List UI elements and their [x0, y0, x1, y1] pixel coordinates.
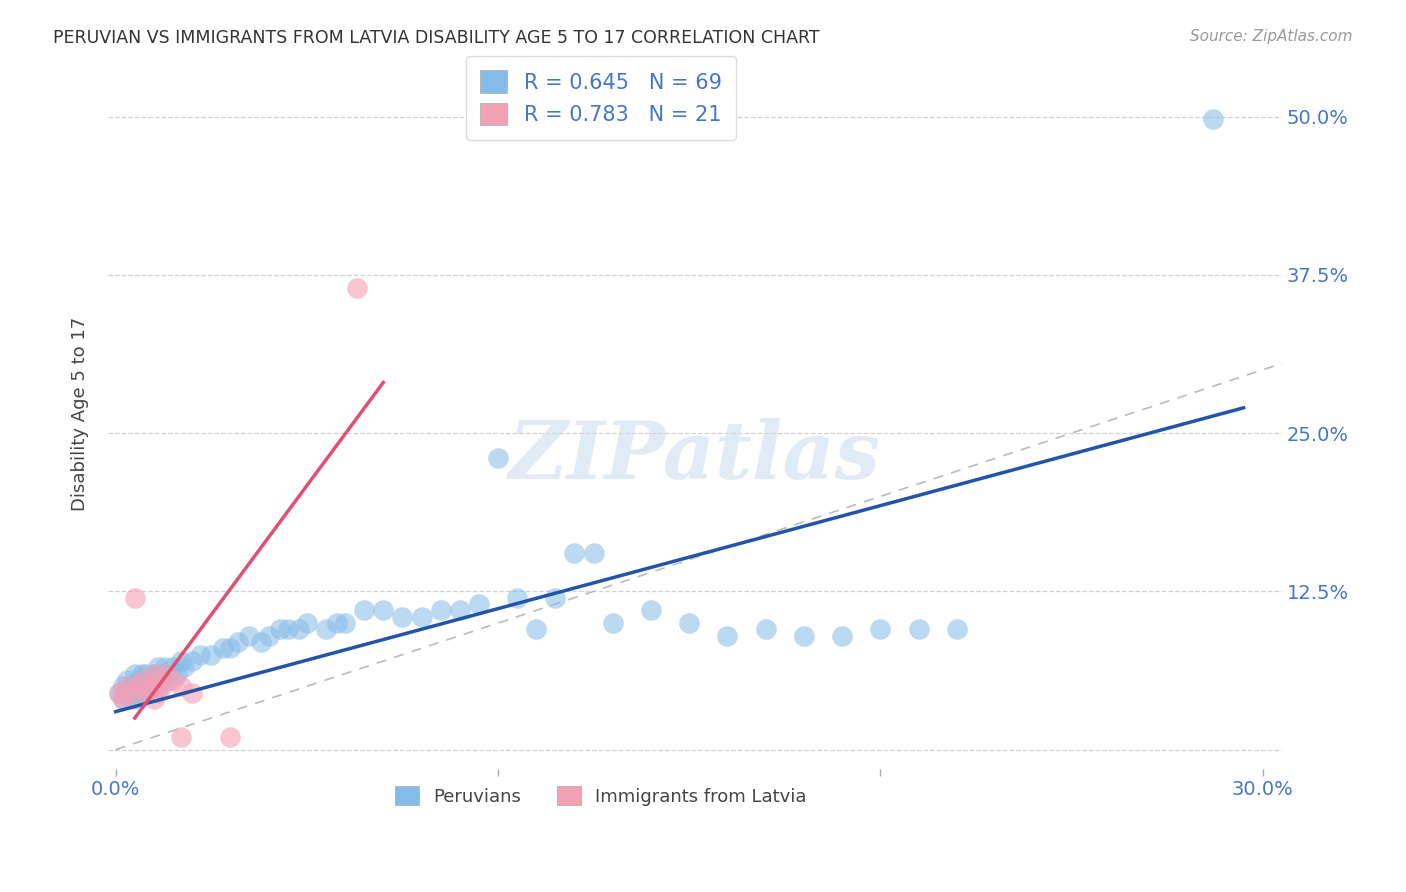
- Point: [142, 692, 165, 706]
- Text: Source: ZipAtlas.com: Source: ZipAtlas.com: [1189, 29, 1353, 44]
- Point: [946, 623, 969, 637]
- Point: [277, 623, 299, 637]
- Point: [1202, 112, 1225, 127]
- Point: [544, 591, 567, 605]
- Point: [468, 597, 491, 611]
- Point: [169, 679, 191, 693]
- Point: [124, 686, 146, 700]
- Point: [115, 673, 138, 687]
- Text: ZIPatlas: ZIPatlas: [509, 418, 882, 495]
- Point: [238, 629, 260, 643]
- Point: [108, 686, 131, 700]
- Point: [506, 591, 529, 605]
- Point: [131, 673, 153, 687]
- Point: [135, 666, 157, 681]
- Point: [449, 603, 471, 617]
- Legend: Peruvians, Immigrants from Latvia: Peruvians, Immigrants from Latvia: [384, 775, 817, 816]
- Point: [288, 623, 311, 637]
- Text: PERUVIAN VS IMMIGRANTS FROM LATVIA DISABILITY AGE 5 TO 17 CORRELATION CHART: PERUVIAN VS IMMIGRANTS FROM LATVIA DISAB…: [53, 29, 820, 46]
- Point: [326, 615, 349, 630]
- Point: [157, 673, 180, 687]
- Point: [391, 609, 413, 624]
- Point: [486, 451, 509, 466]
- Point: [582, 546, 605, 560]
- Point: [146, 673, 169, 687]
- Point: [120, 679, 142, 693]
- Point: [142, 679, 165, 693]
- Point: [135, 679, 157, 693]
- Point: [373, 603, 395, 617]
- Point: [869, 623, 891, 637]
- Point: [429, 603, 451, 617]
- Point: [108, 686, 131, 700]
- Point: [124, 591, 146, 605]
- Point: [150, 666, 173, 681]
- Point: [257, 629, 280, 643]
- Point: [188, 648, 211, 662]
- Point: [120, 692, 142, 706]
- Point: [139, 679, 162, 693]
- Point: [155, 660, 177, 674]
- Point: [173, 660, 195, 674]
- Point: [150, 679, 173, 693]
- Point: [128, 679, 150, 693]
- Point: [115, 686, 138, 700]
- Point: [124, 666, 146, 681]
- Point: [162, 673, 184, 687]
- Point: [112, 692, 135, 706]
- Point: [128, 673, 150, 687]
- Point: [146, 679, 169, 693]
- Point: [181, 686, 204, 700]
- Point: [831, 629, 853, 643]
- Point: [131, 686, 153, 700]
- Point: [716, 629, 738, 643]
- Point: [295, 615, 318, 630]
- Point: [269, 623, 291, 637]
- Point: [166, 666, 188, 681]
- Point: [115, 679, 138, 693]
- Point: [200, 648, 222, 662]
- Point: [333, 615, 356, 630]
- Point: [139, 686, 162, 700]
- Point: [907, 623, 929, 637]
- Point: [211, 641, 233, 656]
- Point: [250, 635, 273, 649]
- Point: [146, 660, 169, 674]
- Point: [150, 673, 173, 687]
- Point: [219, 730, 242, 744]
- Point: [678, 615, 700, 630]
- Point: [181, 654, 204, 668]
- Point: [155, 666, 177, 681]
- Point: [411, 609, 433, 624]
- Point: [142, 666, 165, 681]
- Y-axis label: Disability Age 5 to 17: Disability Age 5 to 17: [72, 317, 89, 511]
- Point: [640, 603, 662, 617]
- Point: [169, 730, 191, 744]
- Point: [128, 692, 150, 706]
- Point: [315, 623, 337, 637]
- Point: [524, 623, 547, 637]
- Point: [120, 686, 142, 700]
- Point: [793, 629, 815, 643]
- Point: [219, 641, 242, 656]
- Point: [142, 666, 165, 681]
- Point: [353, 603, 375, 617]
- Point: [346, 280, 368, 294]
- Point: [564, 546, 586, 560]
- Point: [226, 635, 249, 649]
- Point: [169, 654, 191, 668]
- Point: [135, 686, 157, 700]
- Point: [602, 615, 624, 630]
- Point: [755, 623, 778, 637]
- Point: [146, 686, 169, 700]
- Point: [131, 666, 153, 681]
- Point: [112, 692, 135, 706]
- Point: [139, 673, 162, 687]
- Point: [162, 660, 184, 674]
- Point: [112, 679, 135, 693]
